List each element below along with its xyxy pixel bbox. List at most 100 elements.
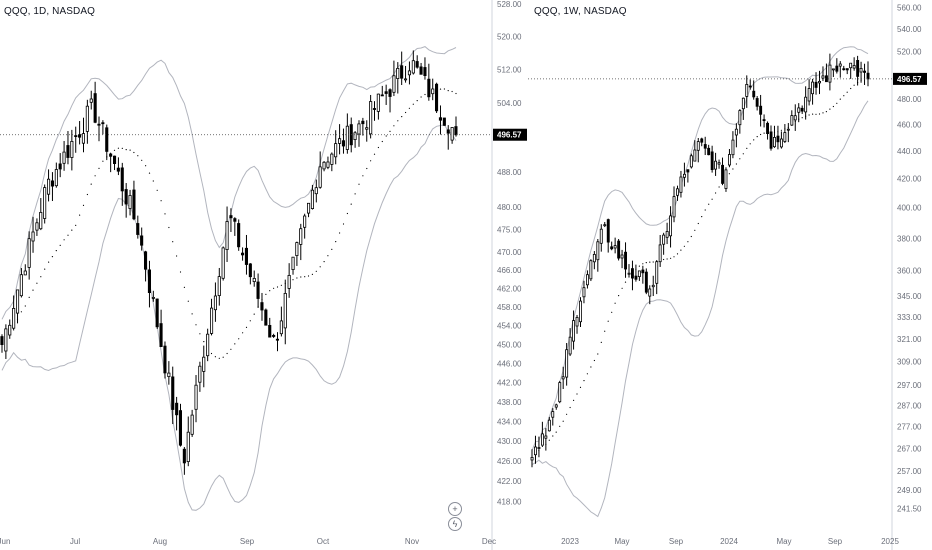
- candle: [167, 361, 171, 385]
- basis-dot: [385, 135, 387, 137]
- basis-dot: [90, 183, 92, 185]
- x-tick-label: Sep: [669, 537, 684, 546]
- candle: [734, 123, 738, 148]
- candle: [120, 162, 124, 206]
- candle: [561, 366, 565, 389]
- y-tick-label: 442.00: [497, 379, 522, 388]
- candle-body: [19, 274, 23, 297]
- basis-dot: [253, 313, 255, 315]
- y-tick-label: 528.00: [497, 0, 522, 9]
- basis-dot: [319, 266, 321, 268]
- candle-body: [710, 151, 714, 170]
- candle: [353, 131, 357, 148]
- candle: [337, 124, 342, 155]
- candle: [330, 152, 334, 172]
- candle-body: [752, 90, 756, 98]
- candle: [58, 153, 62, 178]
- candle-body: [70, 140, 74, 158]
- candle: [171, 366, 175, 425]
- basis-dot: [756, 136, 758, 138]
- candle-body: [143, 251, 148, 270]
- candle-body: [856, 60, 860, 77]
- candle: [159, 309, 163, 348]
- candle: [272, 333, 276, 338]
- candle-body: [357, 123, 361, 135]
- candle: [786, 123, 790, 143]
- candle: [252, 270, 256, 287]
- basis-dot: [172, 241, 174, 243]
- basis-dot: [226, 352, 228, 355]
- candle: [804, 86, 808, 120]
- candle: [586, 270, 589, 289]
- basis-dot: [566, 413, 568, 415]
- basis-dot: [604, 330, 606, 332]
- candle-body: [283, 292, 287, 329]
- basis-dot: [82, 204, 85, 206]
- candle: [759, 94, 763, 127]
- candle: [101, 120, 105, 135]
- candle-body: [334, 143, 338, 158]
- basis-dot: [331, 248, 333, 250]
- basis-dot: [79, 214, 81, 216]
- candle: [407, 61, 411, 85]
- x-tick-label: Sep: [240, 537, 255, 546]
- candle-body: [190, 414, 194, 435]
- candle-body: [655, 261, 659, 284]
- basis-dot: [642, 263, 644, 265]
- basis-dot: [829, 108, 831, 110]
- candle: [741, 97, 745, 120]
- candle-body: [631, 268, 634, 279]
- basis-dot: [562, 420, 564, 422]
- candle: [866, 61, 870, 87]
- y-tick-label: 267.00: [897, 444, 922, 453]
- basis-dot: [125, 149, 127, 151]
- candle: [783, 124, 787, 144]
- candle-body: [233, 218, 237, 222]
- candle: [415, 55, 419, 69]
- plus-circle-icon[interactable]: +: [448, 502, 462, 516]
- candle-body: [392, 75, 396, 93]
- basis-dot: [812, 113, 814, 115]
- basis-dot: [683, 245, 685, 247]
- candle-body: [845, 68, 849, 71]
- basis-dot: [832, 105, 834, 108]
- y-tick-label: 470.00: [497, 248, 522, 257]
- y-tick-label: 249.00: [897, 486, 922, 495]
- basis-dot: [548, 439, 550, 441]
- candle-body: [721, 164, 724, 184]
- candle: [31, 216, 35, 253]
- basis-dot: [416, 100, 418, 102]
- basis-dot: [593, 359, 595, 362]
- candle-body: [140, 235, 144, 246]
- lightning-circle-icon[interactable]: ϟ: [448, 517, 462, 531]
- candle: [225, 206, 229, 262]
- candle: [427, 63, 431, 101]
- basis-dot: [753, 139, 755, 141]
- y-tick-label: 462.00: [497, 284, 522, 293]
- candle-body: [530, 456, 534, 461]
- lower-band-line: [1, 124, 457, 511]
- basis-dot: [586, 373, 588, 375]
- weekly-chart-canvas[interactable]: 241.50 249.00 257.00 267.00 277.00 287.00 297.…: [528, 0, 932, 550]
- basis-dot: [732, 168, 734, 170]
- candle-body: [54, 169, 58, 187]
- candle: [686, 169, 690, 183]
- daily-chart-canvas[interactable]: 418.00 422.00 426.00 430.00 434.00 438.00 442.…: [0, 0, 528, 550]
- chart-pane-weekly[interactable]: 241.50 249.00 257.00 267.00 277.00 287.00 297.…: [528, 0, 932, 550]
- candle: [287, 263, 291, 298]
- candle-body: [303, 215, 307, 228]
- candle-body: [31, 231, 35, 242]
- basis-dot: [850, 87, 852, 90]
- basis-dot: [666, 258, 668, 260]
- y-tick-label: 277.00: [897, 423, 922, 432]
- candle: [384, 84, 388, 105]
- candle-body: [551, 411, 555, 418]
- candle-body: [745, 84, 749, 97]
- chart-pane-daily[interactable]: 418.00 422.00 426.00 430.00 434.00 438.00 442.…: [0, 0, 528, 550]
- candle: [807, 79, 811, 106]
- candle: [852, 57, 856, 71]
- candle: [194, 375, 198, 423]
- basis-dot: [191, 313, 193, 315]
- candle-body: [318, 166, 322, 188]
- x-tick-label: May: [614, 537, 629, 546]
